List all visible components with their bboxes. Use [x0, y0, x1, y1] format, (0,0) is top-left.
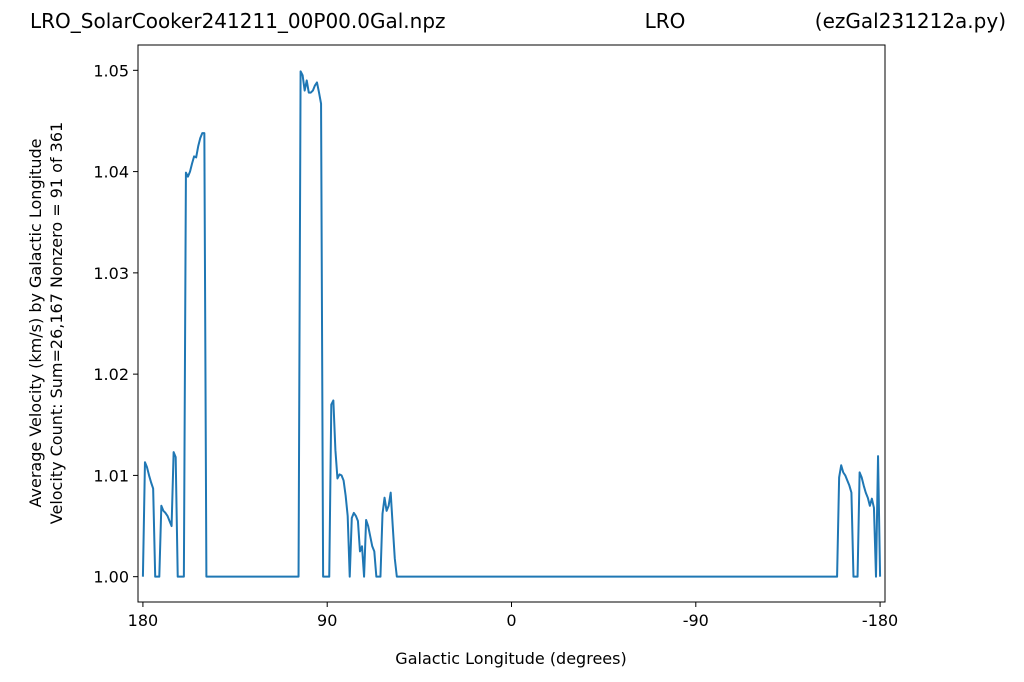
x-tick-label: -180: [862, 611, 898, 630]
y-tick-label: 1.04: [93, 163, 129, 182]
y-tick-label: 1.02: [93, 365, 129, 384]
y-tick-label: 1.03: [93, 264, 129, 283]
y-tick-label: 1.01: [93, 466, 129, 485]
y-axis-label: Velocity Count: Sum=26,167 Nonzero = 91 …: [47, 122, 66, 524]
plot-frame: [137, 44, 886, 603]
chart-title-center: LRO: [645, 9, 686, 33]
chart-title: LRO_SolarCooker241211_00P00.0Gal.npz: [30, 9, 446, 33]
y-tick-label: 1.00: [93, 568, 129, 587]
x-tick-label: 180: [128, 611, 159, 630]
data-line: [141, 70, 882, 578]
chart-title-right: (ezGal231212a.py): [815, 9, 1006, 33]
y-axis-label: Average Velocity (km/s) by Galactic Long…: [26, 139, 45, 508]
x-axis-label: Galactic Longitude (degrees): [395, 649, 626, 668]
x-tick-label: 90: [317, 611, 337, 630]
x-tick-label: 0: [506, 611, 516, 630]
x-tick-label: -90: [683, 611, 709, 630]
y-tick-label: 1.05: [93, 61, 129, 80]
